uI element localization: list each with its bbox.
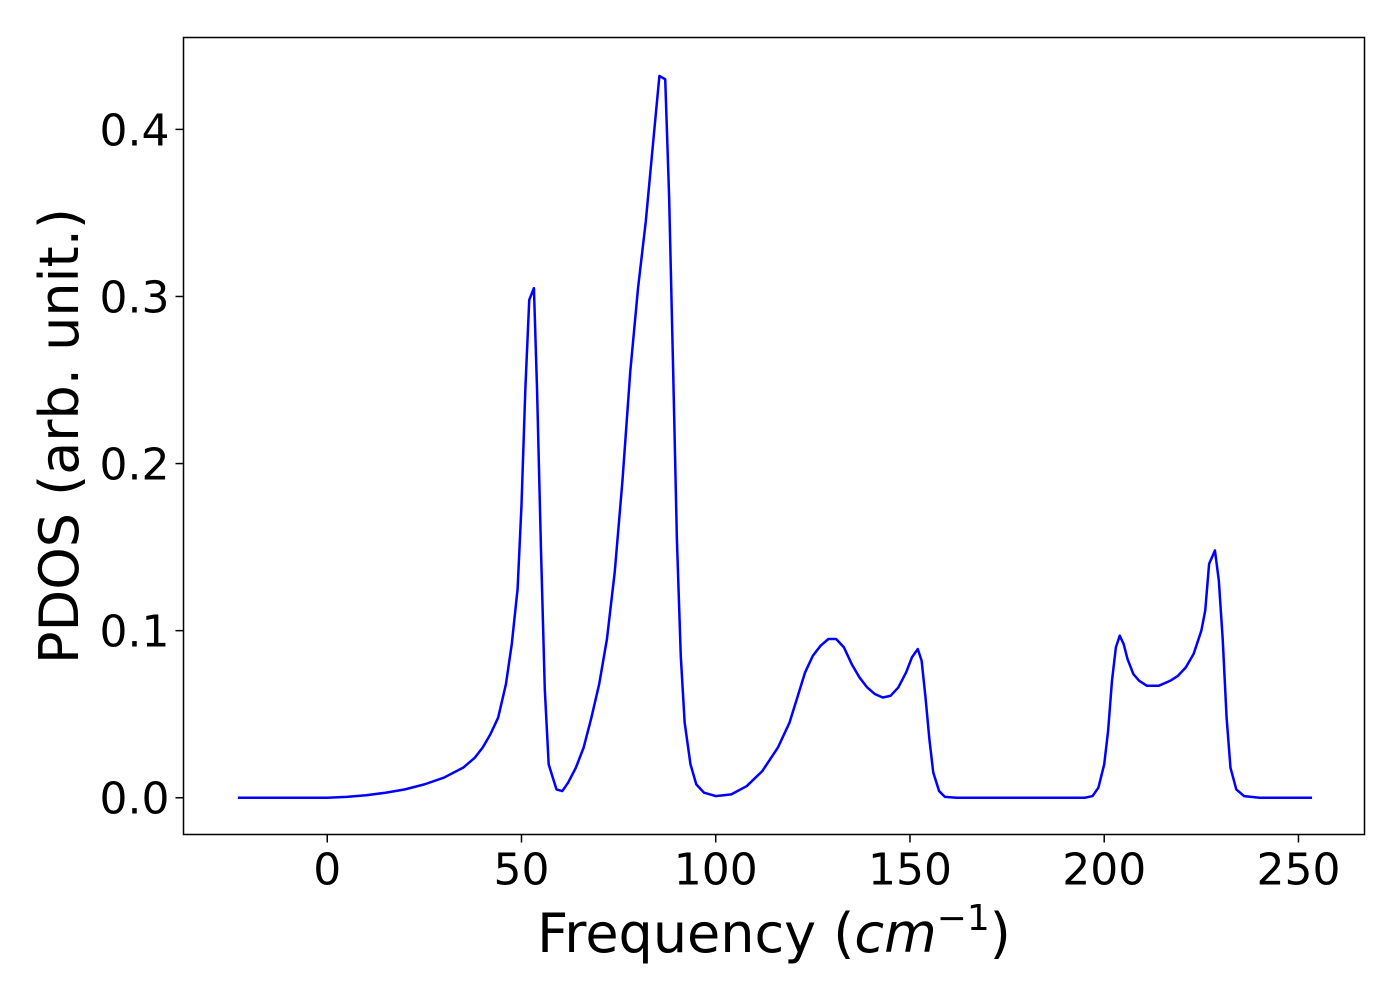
x-tick-label: 100 (674, 845, 758, 896)
x-axis-unit: cm (854, 902, 936, 965)
y-tick-label: 0.0 (100, 774, 170, 825)
y-tick-label: 0.2 (100, 440, 170, 491)
pdos-series-line (237, 74, 1313, 799)
x-axis-label: Frequency (cm−1) (537, 898, 1011, 965)
x-tick-label: 50 (493, 845, 549, 896)
plot-area-frame (182, 36, 1366, 836)
series-layer (237, 74, 1313, 799)
y-axis-ticks: 0.0 0.1 0.2 0.3 0.4 (100, 105, 184, 825)
y-tick-label: 0.4 (100, 105, 170, 156)
y-tick-label: 0.3 (100, 272, 170, 323)
x-axis-ticks: 0 50 100 150 200 250 (313, 834, 1340, 896)
y-tick-label: 0.1 (100, 607, 170, 658)
x-tick-label: 250 (1256, 845, 1340, 896)
x-tick-label: 0 (313, 845, 341, 896)
y-axis-label: PDOS (arb. unit.) (28, 208, 91, 664)
x-tick-label: 150 (868, 845, 952, 896)
x-tick-label: 200 (1062, 845, 1146, 896)
x-axis-unit-exponent: −1 (937, 898, 990, 939)
